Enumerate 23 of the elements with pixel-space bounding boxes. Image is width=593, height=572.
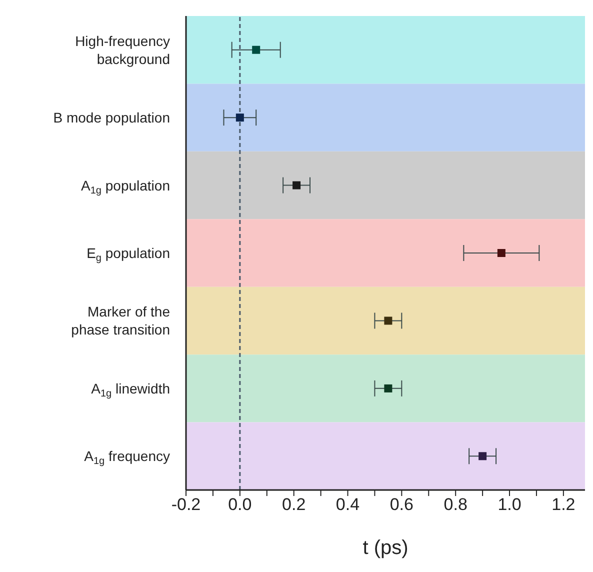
x-tick-label: 0.6: [390, 495, 414, 514]
y-tick-label: B mode population: [53, 110, 170, 126]
y-tick-label: E$_{g}$ population: [86, 245, 170, 264]
x-tick-label: 1.2: [552, 495, 576, 514]
y-tick-label: High-frequency background: [75, 32, 170, 67]
x-tick-label: 1.0: [498, 495, 522, 514]
point: [252, 46, 260, 54]
y-tick-label: A$_{1g}$ linewidth: [91, 380, 170, 400]
y-tick-label: A$_{1g}$ population: [81, 177, 170, 196]
x-tick-label: 0.4: [336, 495, 360, 514]
x-axis-title: t (ps): [362, 537, 408, 559]
x-tick-label: 0.0: [228, 495, 252, 514]
point: [292, 181, 301, 190]
point: [236, 114, 244, 122]
point: [497, 249, 506, 257]
y-tick-label: Marker of the phase transition: [71, 304, 170, 338]
x-tick-label: 0.8: [444, 495, 468, 514]
point: [384, 316, 392, 325]
y-tick-label: A$_{1g}$ frequency: [84, 448, 170, 468]
x-tick-label: -0.2: [171, 495, 201, 514]
point: [384, 384, 392, 392]
x-tick-label: 0.2: [282, 495, 306, 514]
point: [478, 452, 487, 460]
